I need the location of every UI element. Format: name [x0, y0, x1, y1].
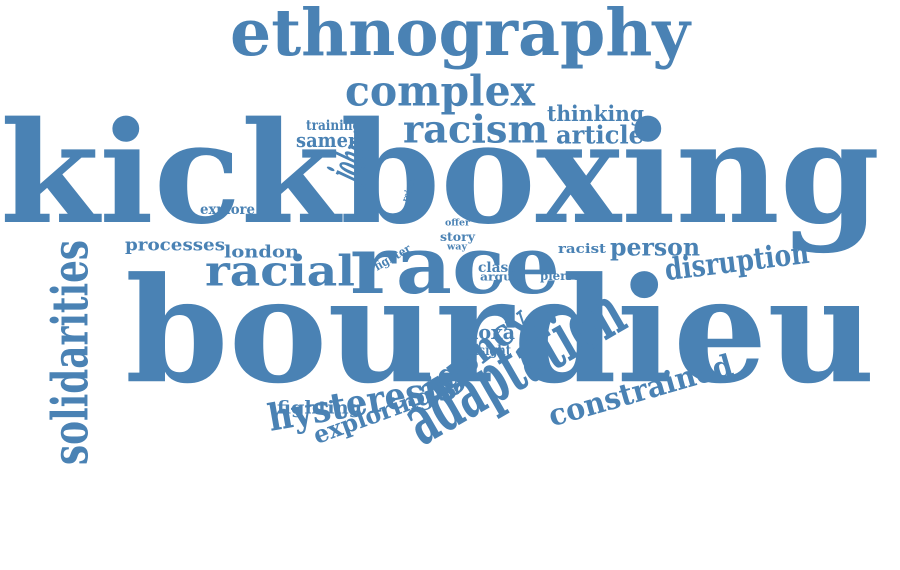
word-argue: argue: [480, 270, 520, 283]
word-samen: samen: [296, 128, 361, 152]
word-race: race: [350, 217, 560, 313]
word-story: story: [440, 229, 475, 245]
word-kickboxing: kickboxing: [0, 90, 880, 256]
word-london: london: [224, 241, 299, 262]
word-training: training: [306, 116, 361, 134]
word-racial: racial: [205, 246, 355, 296]
word-processes: processes: [125, 234, 225, 255]
word-bourdieu: bourdieu: [125, 244, 875, 417]
word-class: class: [478, 258, 516, 276]
word-person: person: [610, 232, 700, 262]
word-explore: explore: [200, 200, 255, 218]
word-insight: insight: [466, 341, 511, 359]
word-pierre: pierre: [540, 268, 580, 284]
word-article: article: [556, 119, 644, 150]
word-way: way: [447, 241, 467, 252]
word-thinking: thinking: [547, 101, 644, 126]
word-racist: racist: [558, 240, 606, 257]
word-complex: complex: [345, 66, 535, 116]
word-ethnography: ethnography: [230, 0, 690, 71]
word-fighting: fighting: [277, 396, 362, 418]
word-solidarities: solidarities: [40, 240, 100, 465]
word-offer: offer: [445, 217, 470, 228]
word-racism: racism: [403, 106, 548, 152]
word-doxa: doxa: [465, 320, 515, 344]
